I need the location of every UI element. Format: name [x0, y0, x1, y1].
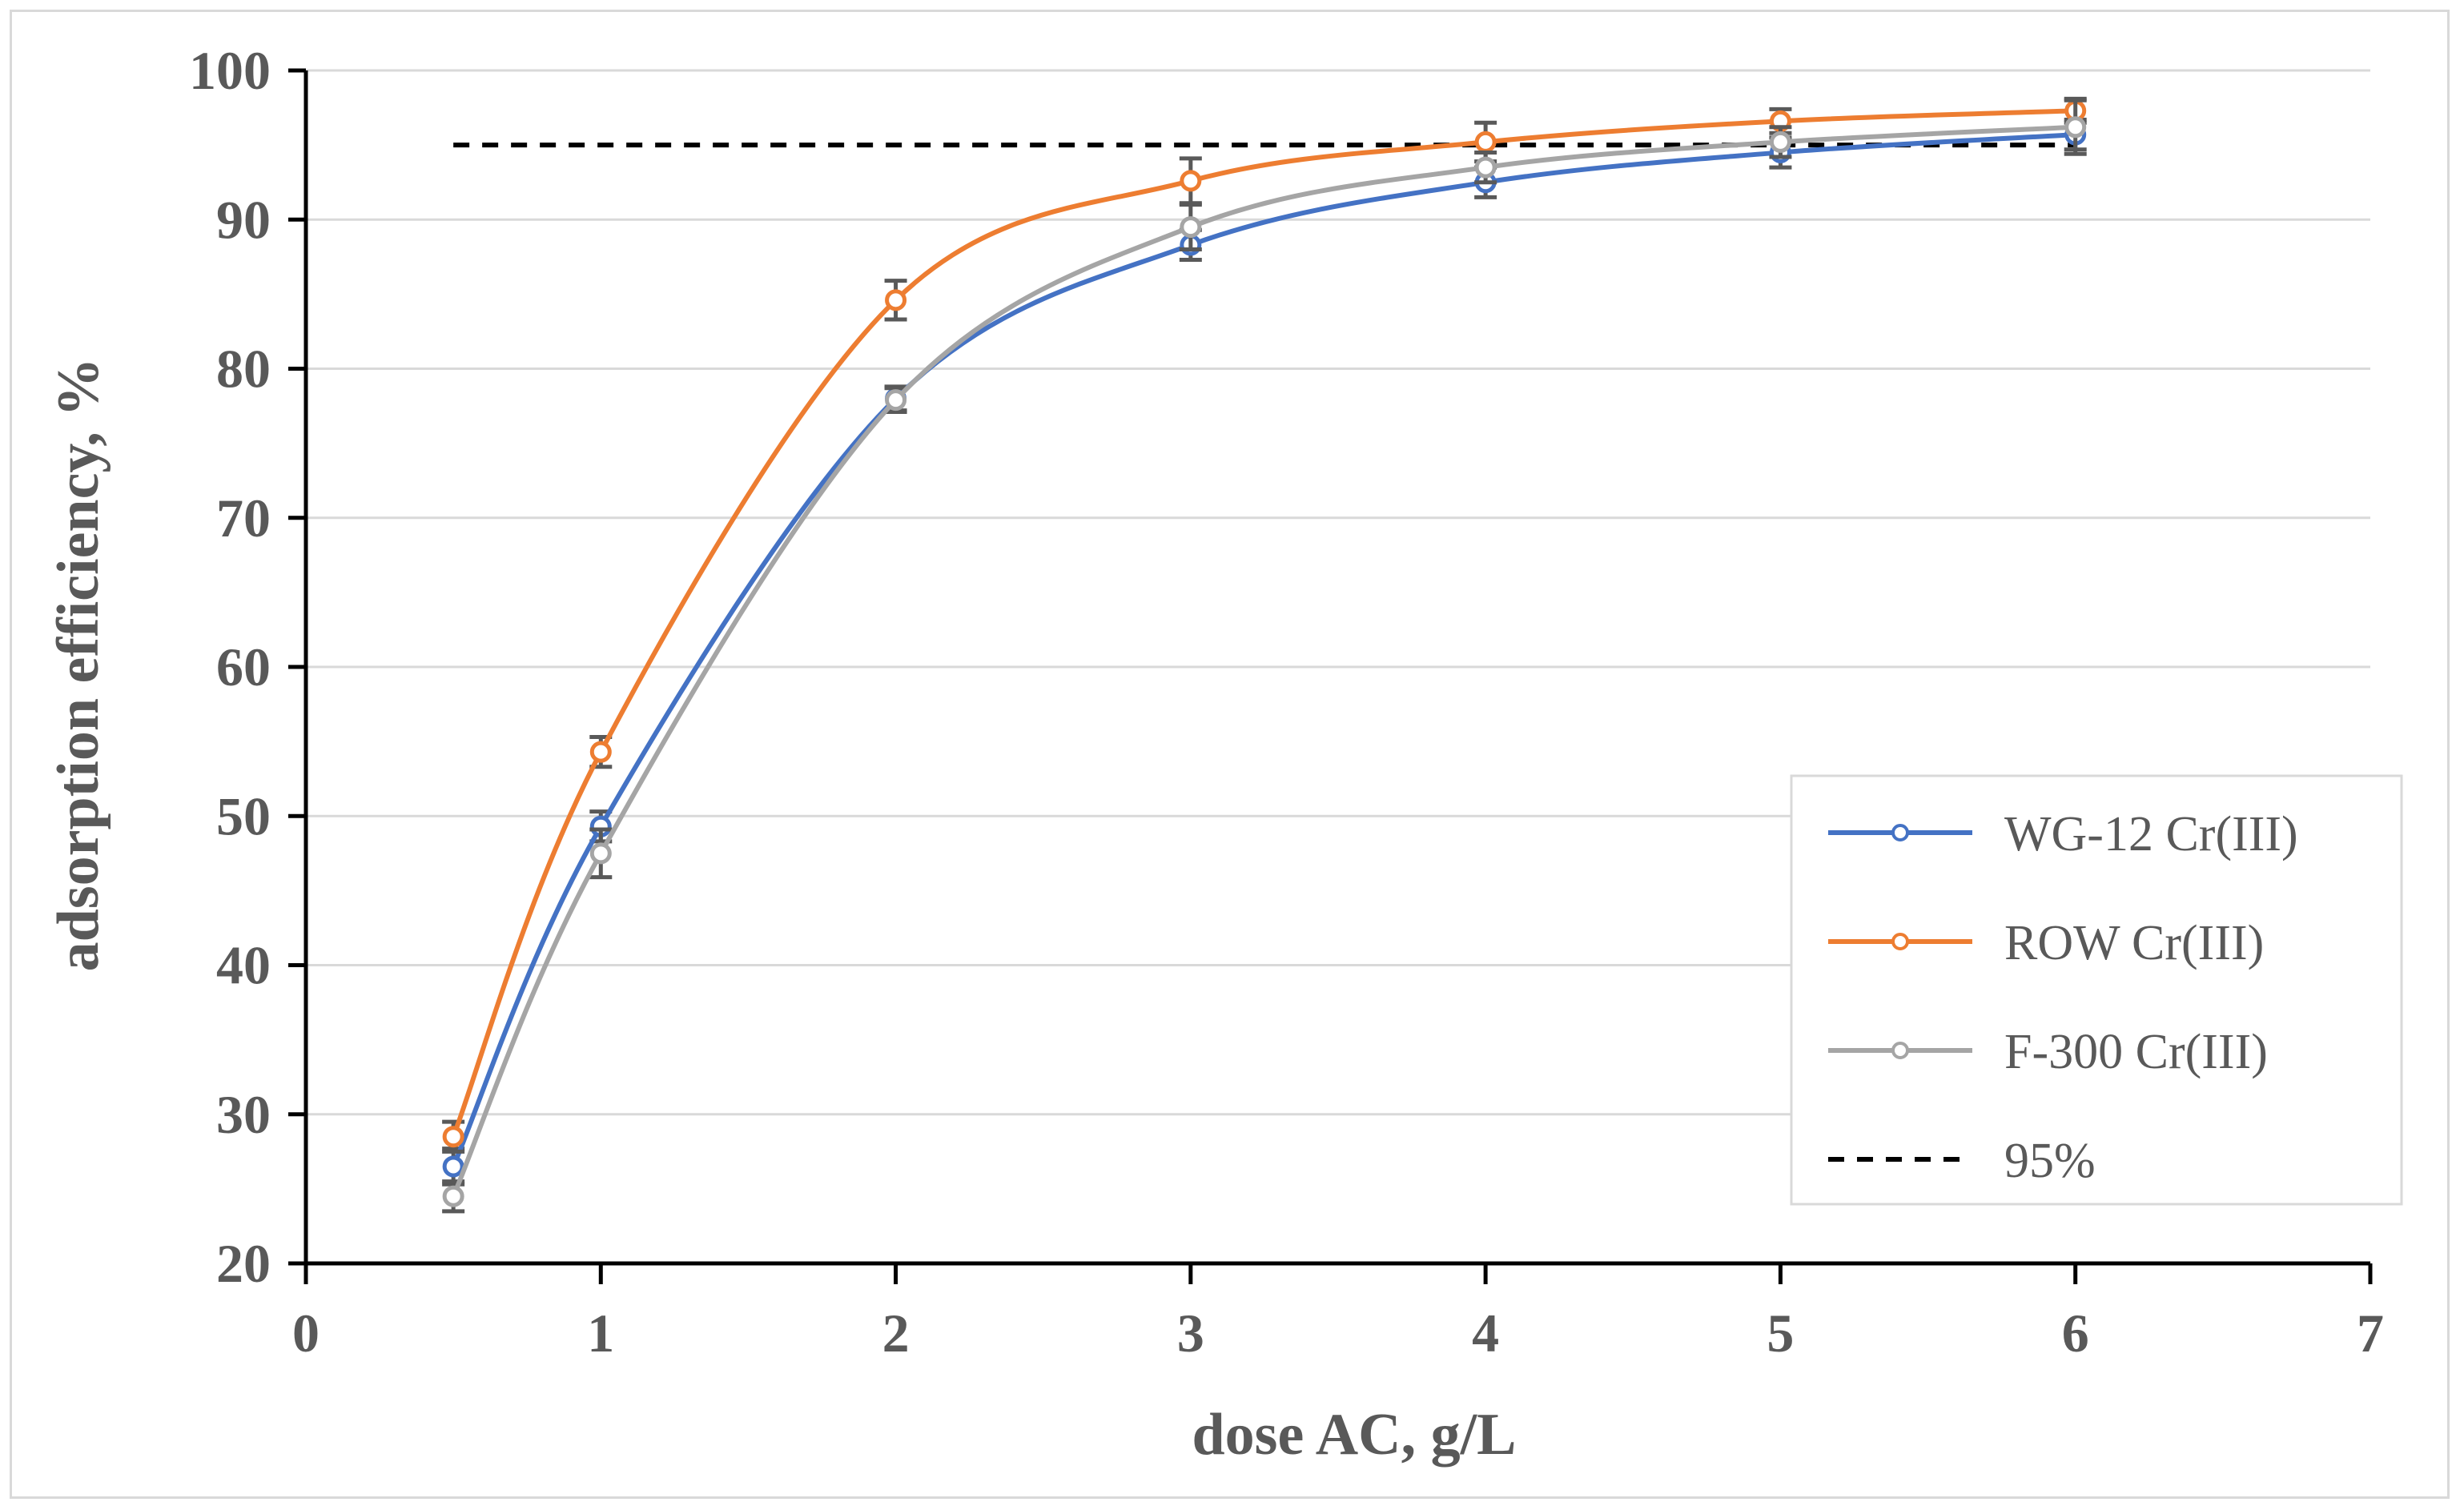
legend-item-row-cr-iii: ROW Cr(III) [1828, 916, 2264, 970]
y-tick-label-50: 50 [216, 785, 271, 846]
y-tick-label-90: 90 [216, 189, 271, 250]
x-tick-label-1: 1 [587, 1303, 614, 1363]
series-f-300-cr-iii [442, 98, 2087, 1214]
y-tick-label-30: 30 [216, 1084, 271, 1145]
legend-marker-wg-12-cr-iii [1891, 824, 1909, 841]
legend-item-wg-12-cr-iii: WG-12 Cr(III) [1828, 807, 2298, 861]
x-tick-label-2: 2 [882, 1303, 910, 1363]
legend-item-f-300-cr-iii: F-300 Cr(III) [1828, 1025, 2268, 1079]
point-wg-12-cr-iii-0 [442, 1155, 464, 1178]
legend-label-95: 95% [2004, 1134, 2096, 1188]
point-row-cr-iii-4 [1474, 131, 1497, 153]
point-row-cr-iii-1 [589, 741, 612, 763]
axes [288, 68, 2373, 1284]
x-tick-label-6: 6 [2062, 1303, 2089, 1363]
legend-marker-f-300-cr-iii [1891, 1042, 1909, 1059]
y-tick-label-20: 20 [216, 1233, 271, 1294]
y-tick-label-70: 70 [216, 488, 271, 548]
x-tick-label-7: 7 [2357, 1303, 2384, 1363]
point-row-cr-iii-2 [885, 289, 907, 311]
legend-box [1790, 774, 2403, 1206]
y-tick-label-80: 80 [216, 339, 271, 400]
x-tick-label-5: 5 [1767, 1303, 1794, 1363]
legend: WG-12 Cr(III) ROW Cr(III) F-300 Cr(III) 95% [1790, 774, 2403, 1206]
x-axis-title: dose AC, g/L [1192, 1402, 1516, 1468]
y-tick-label-60: 60 [216, 637, 271, 697]
y-tick-label-40: 40 [216, 935, 271, 996]
x-tick-label-4: 4 [1472, 1303, 1499, 1363]
y-tick-label-100: 100 [189, 40, 271, 101]
x-tick-label-3: 3 [1177, 1303, 1204, 1363]
point-row-cr-iii-3 [1180, 170, 1202, 192]
point-row-cr-iii-0 [442, 1126, 464, 1148]
y-axis-title: adsorption efficiency, % [46, 358, 111, 972]
series-layer [442, 96, 2087, 1214]
point-f-300-cr-iii-3 [1180, 216, 1202, 239]
legend-item-95: 95% [1828, 1134, 2096, 1188]
chart-frame [10, 10, 2450, 1499]
tick-labels: 20 30 40 50 60 70 80 90 100 0 1 2 3 4 5 6 7 [189, 40, 2384, 1363]
point-f-300-cr-iii-4 [1474, 156, 1497, 179]
point-f-300-cr-iii-5 [1769, 131, 1791, 153]
legend-label-row-cr-iii: ROW Cr(III) [2004, 916, 2264, 970]
legend-marker-row-cr-iii [1891, 933, 1909, 950]
legend-label-f-300-cr-iii: F-300 Cr(III) [2004, 1025, 2268, 1079]
point-f-300-cr-iii-0 [442, 1185, 464, 1207]
point-f-300-cr-iii-1 [589, 842, 612, 865]
point-f-300-cr-iii-6 [2064, 116, 2087, 139]
x-tick-label-0: 0 [292, 1303, 320, 1363]
point-f-300-cr-iii-2 [885, 389, 907, 412]
legend-label-wg-12-cr-iii: WG-12 Cr(III) [2004, 807, 2298, 861]
